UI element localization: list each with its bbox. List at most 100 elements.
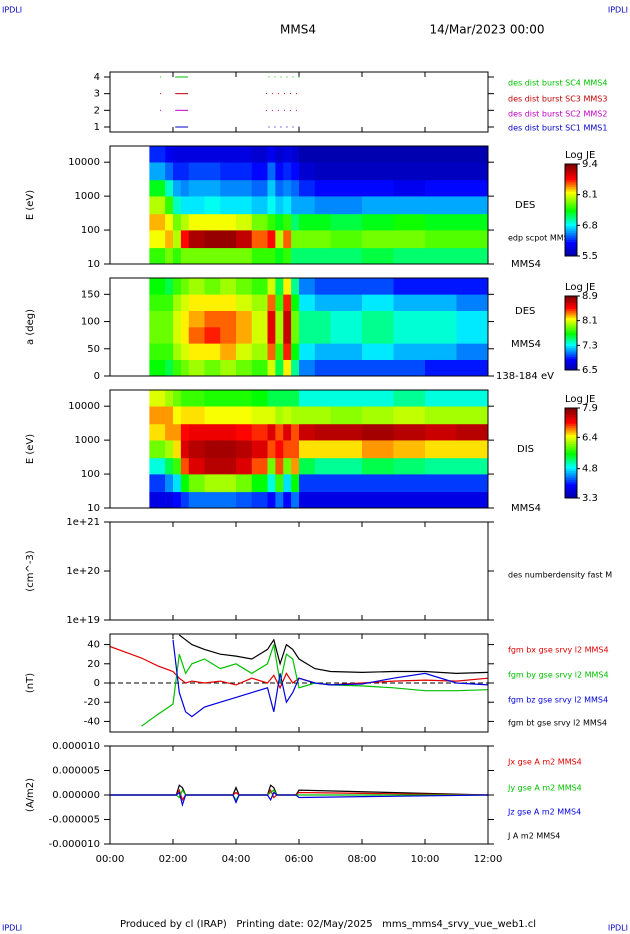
colorbar-segment: [565, 233, 577, 236]
colorbar-segment: [565, 235, 577, 239]
colorbar-segment: [565, 430, 577, 434]
spectrogram-cell: [220, 179, 237, 197]
annotation: DIS: [517, 444, 534, 455]
spectrogram-cell: [291, 440, 300, 459]
legend-entry: J A m2 MMS4: [507, 832, 560, 841]
spectrogram-cell: [149, 406, 166, 425]
spectrogram-cell: [425, 359, 457, 377]
y-axis-label: (nT): [25, 673, 36, 693]
spectrogram-cell: [188, 327, 205, 344]
spectrogram-cell: [180, 390, 190, 407]
spectrogram-cell: [173, 491, 182, 509]
colorbar-segment: [565, 299, 577, 303]
spectrogram-cell: [173, 179, 182, 197]
y-tick-label: 10: [87, 259, 100, 270]
spectrogram-cell: [251, 196, 268, 215]
spectrogram-cell: [173, 294, 182, 311]
spectrogram-cell: [314, 146, 331, 163]
colorbar-segment: [565, 360, 577, 364]
y-tick-label: 3: [94, 89, 100, 100]
spectrogram-cell: [173, 457, 182, 475]
spectrogram-cell: [291, 406, 300, 425]
colorbar-title: Log JE: [565, 394, 595, 405]
y-tick-label: 1e+19: [66, 615, 100, 626]
spectrogram-cell: [314, 390, 331, 407]
spectrogram-cell: [180, 491, 190, 509]
spectrogram-cell: [291, 359, 300, 377]
colorbar-frame: [564, 295, 578, 371]
colorbar-segment: [565, 214, 577, 218]
spectrogram-cell: [393, 146, 426, 163]
spectrogram-cell: [149, 162, 166, 181]
spectrogram-cell: [330, 247, 363, 265]
spectrogram-cell: [275, 213, 284, 231]
colorbar-segment: [565, 448, 577, 452]
spectrogram-cell: [275, 327, 284, 344]
colorbar-segment: [565, 331, 577, 334]
spectrogram-cell: [180, 247, 190, 265]
spectrogram-cell: [165, 457, 174, 475]
spectrogram-cell: [425, 440, 457, 459]
spectrogram-cell: [251, 310, 268, 328]
spectrogram-cell: [456, 440, 489, 459]
spectrogram-cell: [267, 491, 276, 509]
colorbar-segment: [565, 216, 577, 220]
spectrogram-cell: [220, 310, 237, 328]
colorbar-segment: [565, 223, 577, 227]
y-tick-label: -0.000010: [49, 839, 100, 850]
spectrogram-cell: [251, 440, 268, 459]
spectrogram-cell: [425, 247, 457, 265]
spectrogram-cell: [299, 213, 316, 231]
colorbar-segment: [565, 432, 577, 436]
colorbar-segment: [565, 468, 577, 472]
colorbar-segment: [565, 351, 577, 354]
spectrogram-cell: [188, 440, 205, 459]
colorbar-segment: [565, 297, 577, 301]
colorbar-segment: [565, 410, 577, 413]
colorbar-segment: [565, 321, 577, 325]
spectrogram-cell: [299, 327, 316, 344]
colorbar-segment: [565, 296, 577, 299]
spectrogram-cell: [299, 247, 316, 265]
spectrogram-cell: [267, 213, 276, 231]
colorbar-segment: [565, 323, 577, 327]
spectrogram-cell: [425, 327, 457, 344]
y-tick-label: 10000: [68, 157, 100, 168]
spectrogram-cell: [149, 294, 166, 311]
colorbar-segment: [565, 314, 577, 317]
colorbar-segment: [565, 251, 577, 255]
colorbar-segment: [565, 462, 577, 465]
y-tick-label: 150: [81, 289, 100, 300]
spectrogram-cell: [173, 423, 182, 441]
spectrogram-cell: [267, 146, 276, 163]
spectrogram-cell: [149, 146, 166, 163]
spectrogram-cell: [275, 230, 284, 249]
spectrogram-cell: [251, 327, 268, 344]
colorbar-segment: [565, 198, 577, 202]
spectrogram-cell: [425, 423, 457, 441]
spectrogram-cell: [314, 406, 331, 425]
spectrogram-cell: [393, 474, 426, 493]
spectrogram-cell: [393, 179, 426, 197]
colorbar-segment: [565, 239, 577, 243]
spectrogram-cell: [267, 359, 276, 377]
panel-frame: [109, 389, 489, 509]
colorbar-segment: [565, 466, 577, 470]
spectrogram-cell: [362, 146, 394, 163]
spectrogram-cell: [330, 327, 363, 344]
spectrogram-cell: [173, 196, 182, 215]
spectrogram-cell: [314, 359, 331, 377]
spectrogram-cell: [165, 343, 174, 360]
spectrogram-cell: [330, 343, 363, 360]
colorbar-tick-label: 8.1: [582, 316, 598, 327]
y-tick-label: 100: [81, 317, 100, 328]
y-tick-label: -20: [84, 697, 100, 708]
spectrogram-cell: [362, 440, 394, 459]
colorbar-tick-label: 6.4: [582, 432, 598, 443]
spectrogram-cell: [393, 327, 426, 344]
spectrogram-cell: [251, 213, 268, 231]
spectrogram-cell: [251, 162, 268, 181]
colorbar-segment: [565, 342, 577, 345]
spectrogram-cell: [188, 294, 205, 311]
